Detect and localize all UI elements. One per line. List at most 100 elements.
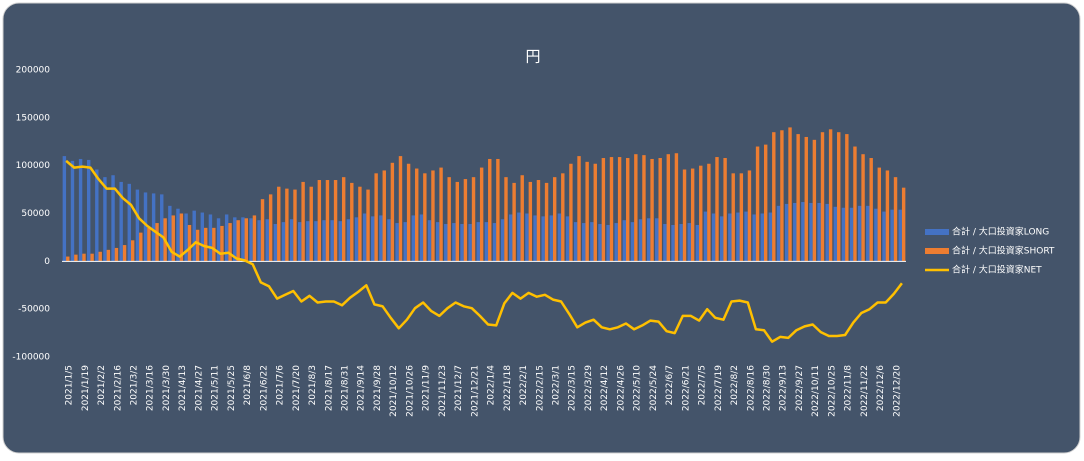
bar bbox=[820, 132, 825, 262]
bar bbox=[772, 132, 776, 262]
x-tick-label: 2022/11/8 bbox=[844, 365, 854, 411]
bar bbox=[882, 211, 886, 262]
bar bbox=[444, 224, 448, 262]
bar bbox=[590, 222, 594, 262]
x-tick-label: 2022/7/5 bbox=[698, 365, 708, 405]
bar bbox=[804, 136, 808, 262]
bar bbox=[127, 183, 131, 262]
bar bbox=[390, 162, 395, 262]
bar bbox=[755, 146, 760, 262]
bar bbox=[139, 232, 143, 262]
bar bbox=[565, 216, 570, 262]
bar bbox=[557, 213, 562, 262]
bar bbox=[528, 181, 533, 262]
bar bbox=[544, 182, 549, 262]
bar bbox=[869, 158, 873, 262]
bar bbox=[431, 170, 435, 262]
bar bbox=[561, 173, 565, 262]
y-tick-label: -100000 bbox=[12, 353, 50, 363]
bar bbox=[809, 202, 813, 262]
bar bbox=[70, 160, 75, 262]
bar bbox=[122, 245, 127, 262]
bar bbox=[736, 212, 740, 262]
bar bbox=[634, 154, 638, 262]
x-tick-label: 2021/2/16 bbox=[113, 365, 123, 411]
bar bbox=[268, 194, 273, 262]
bar bbox=[674, 153, 679, 262]
bar bbox=[723, 158, 727, 262]
bar bbox=[62, 156, 67, 262]
bar bbox=[338, 221, 342, 262]
y-tick-label: -50000 bbox=[18, 305, 50, 315]
bar bbox=[593, 163, 597, 262]
bar bbox=[322, 220, 326, 262]
x-tick-label: 2021/10/26 bbox=[405, 365, 415, 417]
legend-label: 合計 / 大口投資家SHORT bbox=[952, 245, 1055, 257]
bar bbox=[325, 180, 330, 262]
bar bbox=[614, 223, 618, 262]
x-tick-label: 2021/9/28 bbox=[373, 365, 383, 411]
bar bbox=[690, 168, 695, 262]
x-tick-label: 2022/9/13 bbox=[779, 365, 789, 411]
bar bbox=[606, 224, 610, 262]
bar bbox=[314, 221, 318, 262]
bar bbox=[192, 210, 196, 262]
bar bbox=[479, 167, 484, 262]
bar bbox=[398, 156, 403, 262]
x-tick-label: 2022/12/20 bbox=[892, 365, 902, 417]
bar bbox=[752, 214, 756, 262]
bar bbox=[739, 173, 744, 262]
x-tick-label: 2021/5/11 bbox=[211, 365, 221, 411]
legend-swatch bbox=[925, 229, 949, 235]
x-tick-label: 2022/8/16 bbox=[746, 365, 756, 411]
bar bbox=[695, 224, 700, 262]
bar bbox=[463, 179, 468, 262]
x-tick-label: 2022/2/15 bbox=[535, 365, 545, 411]
bar bbox=[520, 175, 524, 262]
bar bbox=[500, 219, 505, 262]
bar bbox=[569, 163, 573, 262]
bar bbox=[224, 214, 229, 262]
bar bbox=[626, 158, 630, 262]
x-tick-label: 2022/7/19 bbox=[714, 365, 724, 411]
x-tick-label: 2021/4/13 bbox=[178, 365, 188, 411]
x-tick-label: 2022/6/21 bbox=[681, 365, 691, 411]
bar bbox=[212, 227, 216, 262]
bar bbox=[130, 240, 135, 262]
bar bbox=[78, 158, 83, 262]
bar bbox=[427, 220, 432, 262]
bar bbox=[281, 222, 286, 262]
bar bbox=[374, 173, 378, 262]
bar bbox=[492, 223, 497, 262]
bar bbox=[874, 208, 878, 262]
bar bbox=[796, 134, 800, 262]
x-tick-label: 2021/4/27 bbox=[194, 365, 204, 411]
bar bbox=[176, 208, 180, 262]
bar bbox=[208, 214, 213, 262]
bar bbox=[289, 219, 294, 262]
x-tick-label: 2022/10/11 bbox=[811, 365, 821, 417]
x-tick-label: 2021/6/22 bbox=[259, 365, 269, 411]
bar bbox=[476, 222, 480, 262]
x-tick-label: 2022/11/22 bbox=[860, 365, 870, 417]
bar bbox=[703, 211, 708, 262]
bar bbox=[828, 129, 833, 262]
bar bbox=[812, 139, 817, 262]
bar bbox=[890, 209, 894, 262]
bar bbox=[893, 177, 898, 262]
bar bbox=[379, 215, 383, 262]
bar bbox=[715, 157, 719, 262]
bar bbox=[857, 205, 862, 262]
bar bbox=[236, 220, 240, 262]
bar bbox=[484, 222, 489, 262]
bar bbox=[216, 218, 221, 262]
bar bbox=[853, 146, 857, 262]
x-tick-label: 2021/3/30 bbox=[162, 365, 172, 411]
bar bbox=[780, 130, 784, 262]
bar bbox=[577, 156, 581, 262]
bar bbox=[366, 189, 370, 262]
bar bbox=[179, 213, 184, 262]
bar bbox=[119, 181, 123, 262]
bar bbox=[106, 249, 111, 262]
x-tick-label: 2022/6/7 bbox=[665, 365, 675, 405]
